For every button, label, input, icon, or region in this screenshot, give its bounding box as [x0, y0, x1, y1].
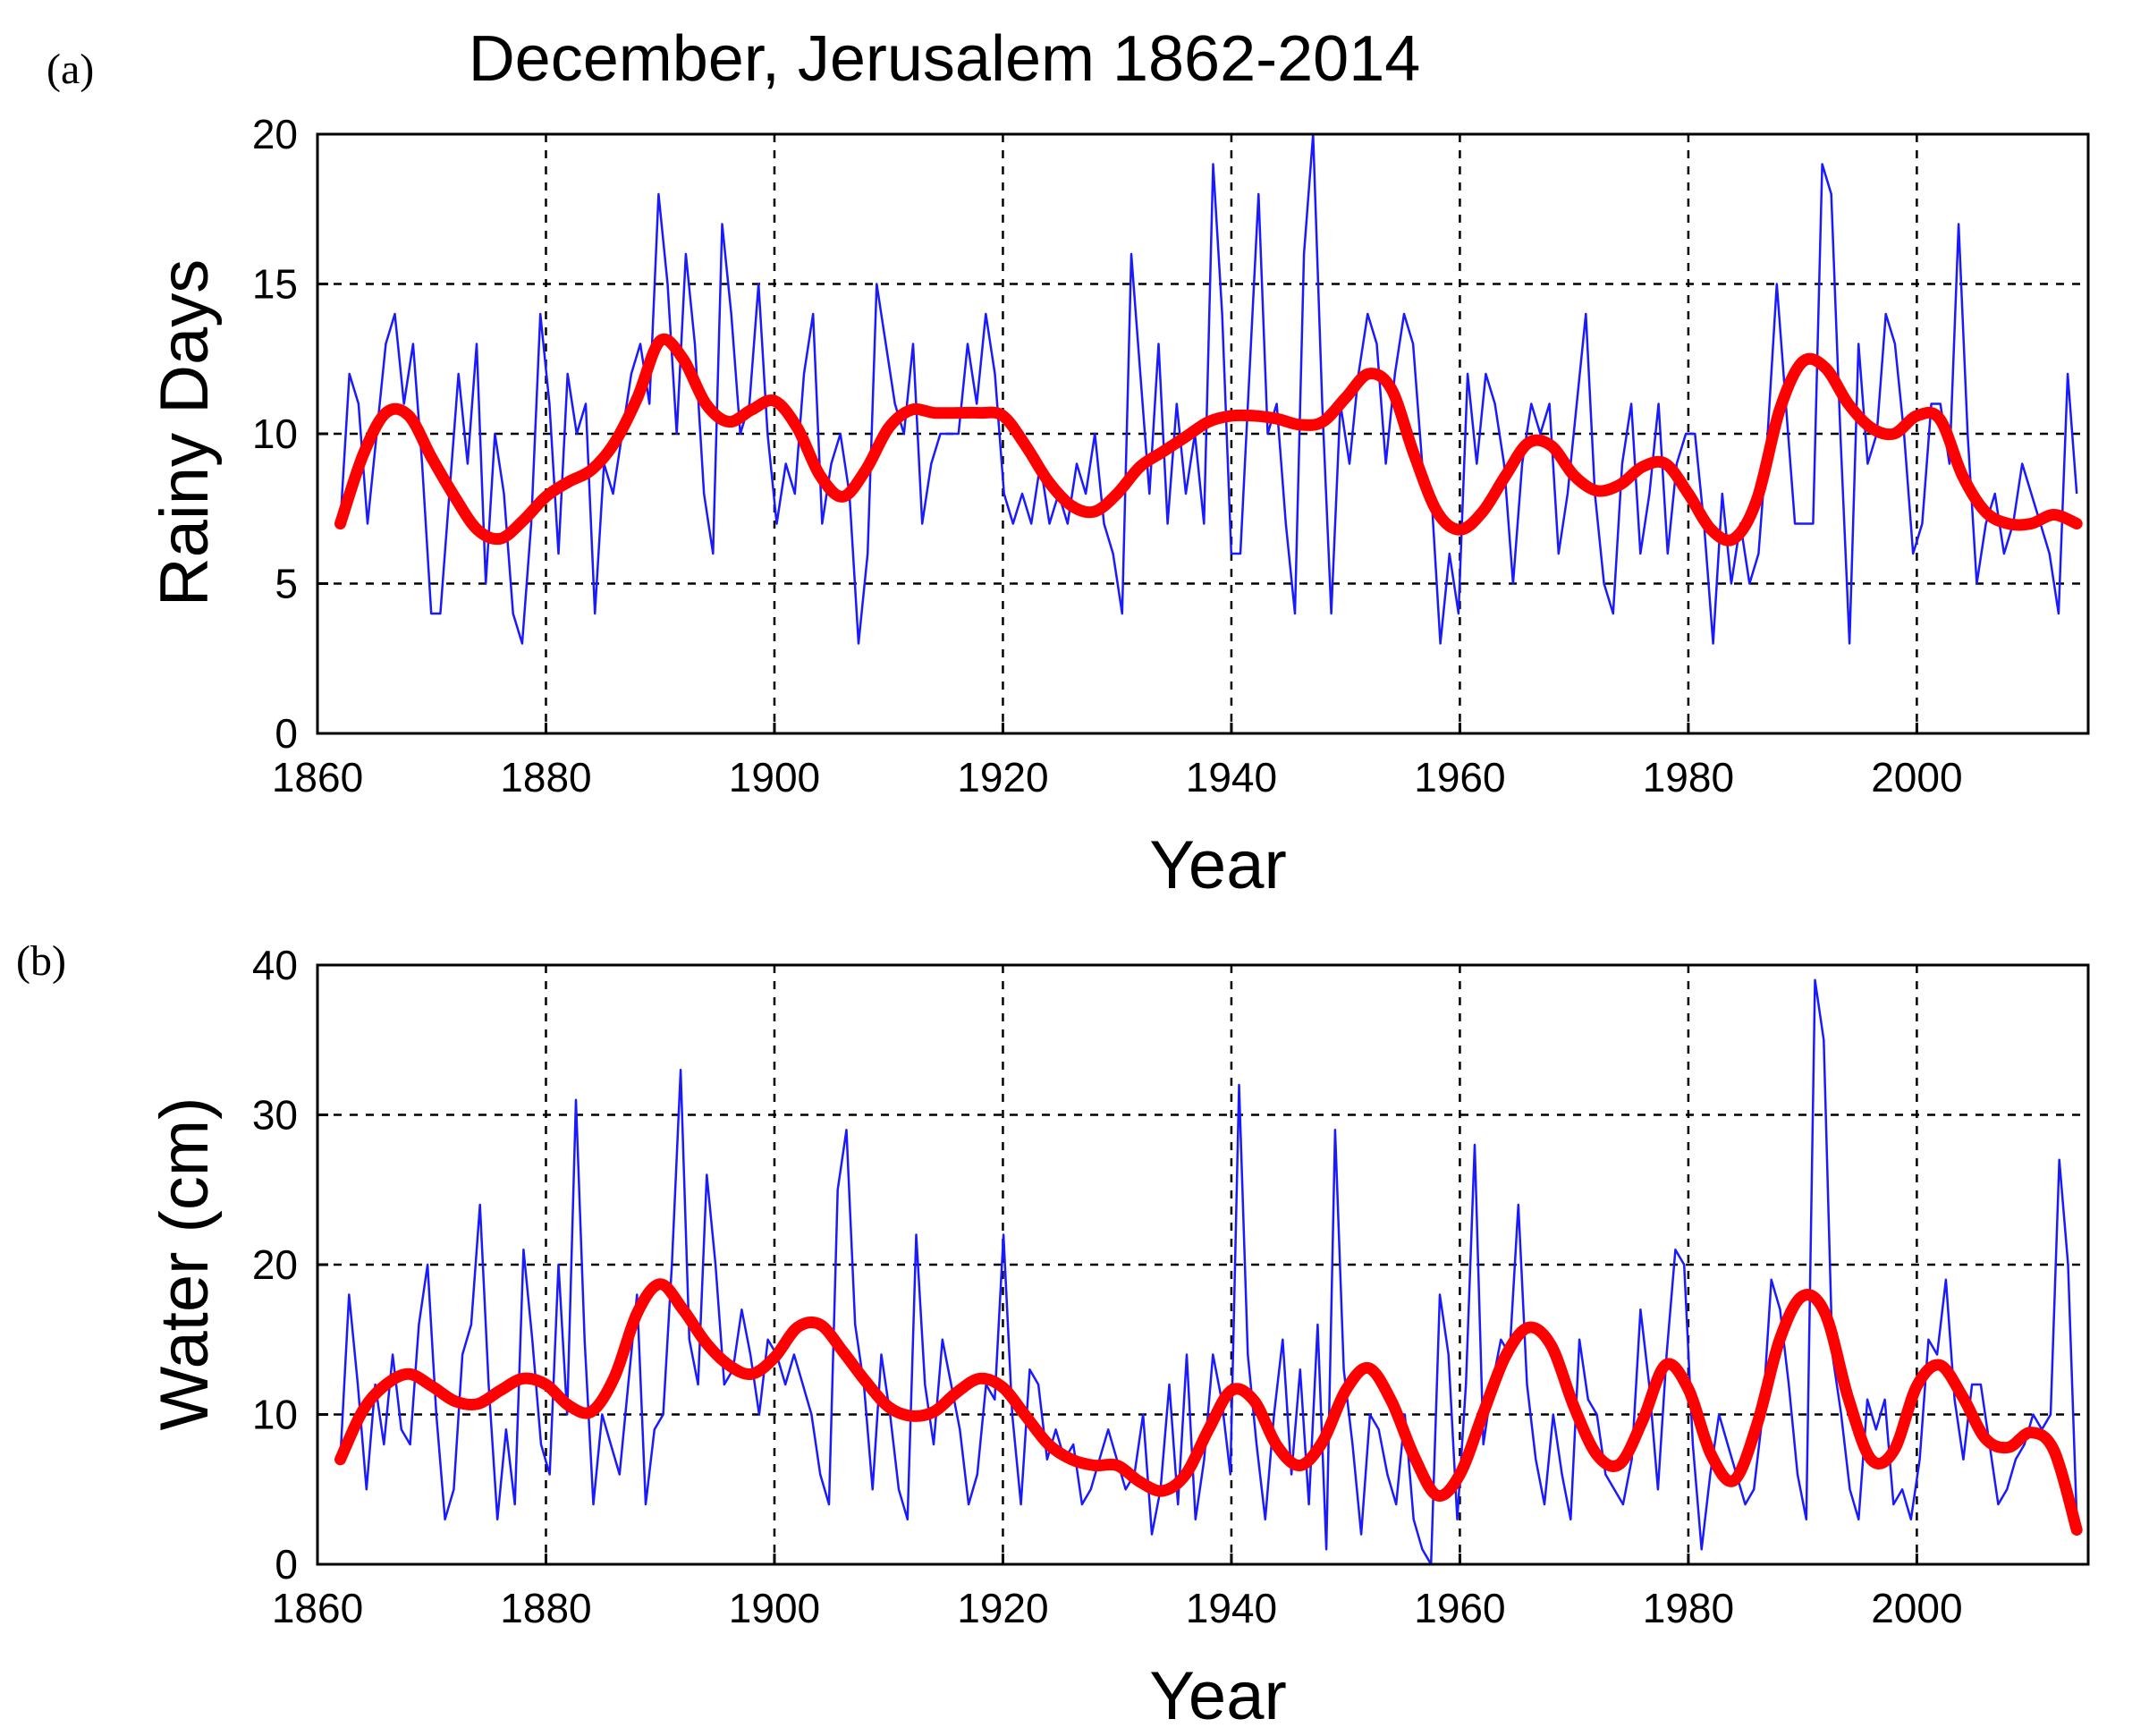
- panel-a-y-tick-labels: 0 5 10 15 20: [252, 111, 298, 757]
- x-tick-label-2000: 2000: [1871, 1585, 1962, 1631]
- x-tick-label-1880: 1880: [500, 1585, 591, 1631]
- series-line-annual: [339, 132, 2078, 645]
- panel-a-rainy-days: (a) December, Jerusalem 1862-2014 1860 18…: [47, 23, 2090, 903]
- panel-b-x-axis-label: Year: [1149, 1658, 1287, 1734]
- panel-a-grid: [316, 132, 2088, 735]
- x-tick-label-1960: 1960: [1414, 754, 1505, 800]
- x-tick-label-1940: 1940: [1186, 754, 1277, 800]
- x-tick-label-1880: 1880: [500, 754, 591, 800]
- y-tick-label-5: 5: [275, 561, 298, 607]
- x-tick-label-1860: 1860: [272, 754, 363, 800]
- x-tick-label-1980: 1980: [1643, 754, 1734, 800]
- panel-b-annual-series: [339, 978, 2078, 1566]
- panel-b-tag: (b): [16, 937, 66, 985]
- x-tick-label-1980: 1980: [1643, 1585, 1734, 1631]
- y-tick-label-10: 10: [252, 411, 298, 457]
- panel-b-smoothed-series: [334, 1278, 2083, 1536]
- x-tick-label-1920: 1920: [957, 754, 1048, 800]
- y-tick-label-0: 0: [275, 710, 298, 757]
- panel-b-x-tick-labels: 1860 1880 1900 1920 1940 1960 1980 2000: [272, 1585, 1963, 1631]
- panel-a-tag: (a): [47, 46, 94, 93]
- y-tick-label-40: 40: [252, 942, 298, 988]
- panel-a-y-axis-label: Rainy Days: [147, 259, 223, 607]
- panel-b-water: (b) 1860 1880 1900 1920 1940 1960 1980 2000 0 10…: [16, 937, 2090, 1734]
- panel-a-annual-series: [339, 132, 2078, 645]
- panel-a-x-axis-label: Year: [1149, 827, 1287, 903]
- y-tick-label-20: 20: [252, 1241, 298, 1288]
- x-tick-label-1960: 1960: [1414, 1585, 1505, 1631]
- x-tick-label-1920: 1920: [957, 1585, 1048, 1631]
- series-line-annual: [339, 978, 2078, 1566]
- panel-b-y-axis-label: Water (cm): [147, 1097, 223, 1431]
- series-line-smoothed: [334, 1278, 2083, 1536]
- panel-b-plot-frame: [316, 963, 2090, 1566]
- x-tick-label-1900: 1900: [729, 1585, 820, 1631]
- y-tick-label-0: 0: [275, 1541, 298, 1588]
- y-tick-label-30: 30: [252, 1092, 298, 1139]
- y-tick-label-10: 10: [252, 1392, 298, 1438]
- panel-a-plot-frame: [316, 132, 2090, 735]
- series-line-smoothed: [334, 333, 2083, 546]
- x-tick-label-1860: 1860: [272, 1585, 363, 1631]
- x-tick-label-2000: 2000: [1871, 754, 1962, 800]
- y-tick-label-15: 15: [252, 261, 298, 308]
- x-tick-label-1940: 1940: [1186, 1585, 1277, 1631]
- panel-b-y-tick-labels: 0 10 20 30 40: [252, 942, 298, 1588]
- chart-title: December, Jerusalem 1862-2014: [469, 23, 1421, 95]
- x-tick-label-1900: 1900: [729, 754, 820, 800]
- panel-a-smoothed-series: [334, 333, 2083, 546]
- y-tick-label-20: 20: [252, 111, 298, 157]
- panel-a-x-tick-labels: 1860 1880 1900 1920 1940 1960 1980 2000: [272, 754, 1963, 800]
